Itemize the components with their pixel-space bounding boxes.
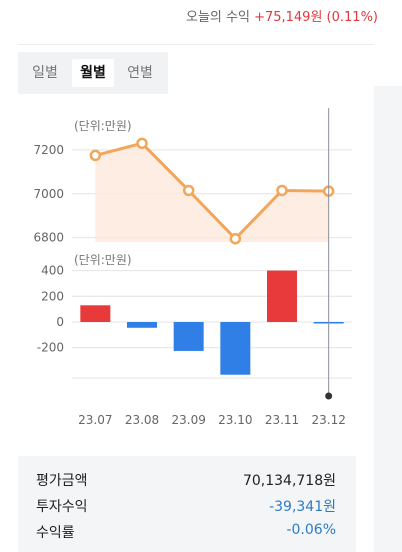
summary-row-valuation: 평가금액 70,134,718원 (36, 470, 336, 492)
area-tick-label: 6800 (33, 231, 64, 245)
x-tick-label: 23.10 (218, 413, 252, 427)
tab-monthly[interactable]: 월별 (72, 59, 114, 87)
area-tick-label: 7200 (33, 143, 64, 157)
area-point-23.09 (182, 184, 195, 197)
summary-value: -39,341원 (269, 499, 336, 515)
bar-23.07 (80, 305, 111, 322)
header: 오늘의 수익 +75,149원 (0.11%) (0, 0, 402, 30)
bar-23.11 (267, 270, 297, 322)
tab-yearly[interactable]: 연별 (127, 65, 153, 81)
summary-panel: 평가금액 70,134,718원 투자수익 -39,341원 수익률 -0.06… (18, 456, 356, 552)
summary-value: -0.06% (286, 522, 336, 538)
summary-label: 평가금액 (36, 473, 88, 489)
x-tick-label: 23.08 (125, 413, 159, 427)
x-tick-label: 23.09 (171, 413, 205, 427)
x-tick-label: 23.12 (311, 413, 345, 427)
bar-tick-label: -200 (37, 341, 64, 355)
area-point-23.08 (136, 137, 148, 150)
summary-row-return-rate: 수익률 -0.06% (36, 522, 336, 544)
tab-daily[interactable]: 일별 (32, 65, 58, 81)
charts[interactable]: (단위:만원) 7200 7000 6800 (단위:만원) 400 200 0 -200 23.… (0, 100, 374, 440)
area-point-23.07 (89, 149, 102, 162)
x-tick-label: 23.11 (265, 413, 299, 427)
area-fill (95, 143, 329, 242)
bar-unit-label: (단위:만원) (74, 253, 132, 267)
summary-row-investment-return: 투자수익 -39,341원 (36, 496, 336, 518)
x-tick-label: 23.07 (78, 413, 112, 427)
today-profit-value: +75,149원 (0.11%) (254, 10, 378, 25)
area-line (94, 141, 329, 241)
today-profit-label: 오늘의 수익 (186, 10, 250, 25)
divider (18, 44, 374, 45)
cursor-dot (325, 392, 333, 400)
period-tabs: 일별 월별 연별 (18, 52, 168, 94)
bar-tick-label: 400 (41, 264, 64, 278)
area-point-23.10 (229, 232, 242, 245)
bar-23.10 (220, 322, 251, 375)
bar-23.09 (173, 322, 204, 351)
summary-label: 수익률 (36, 525, 75, 541)
area-unit-label: (단위:만원) (74, 119, 132, 133)
charts-svg[interactable]: (단위:만원) 7200 7000 6800 (단위:만원) 400 200 0 -200 23.… (0, 100, 374, 440)
bar-tick-label: 0 (56, 315, 64, 329)
summary-label: 투자수익 (36, 499, 88, 515)
today-profit: 오늘의 수익 +75,149원 (0.11%) (186, 6, 378, 25)
area-tick-label: 7000 (33, 187, 64, 201)
bar-tick-label: 200 (41, 289, 64, 303)
area-point-23.11 (276, 184, 288, 197)
summary-value: 70,134,718원 (242, 473, 336, 489)
bar-23.08 (127, 322, 157, 328)
right-gutter (374, 86, 402, 552)
